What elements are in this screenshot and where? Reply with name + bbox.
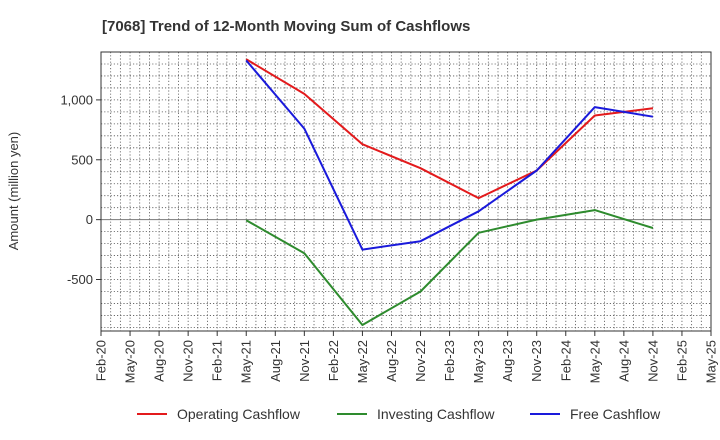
x-tick-label: Nov-20 [181, 340, 196, 382]
x-tick-label: Feb-21 [210, 340, 225, 381]
x-tick-label: May-21 [239, 340, 254, 383]
y-axis-label: Amount (million yen) [6, 132, 21, 251]
x-tick-label: Feb-25 [674, 340, 689, 381]
x-tick-label: Aug-22 [384, 340, 399, 382]
grid [101, 52, 711, 331]
series-lines [245, 58, 654, 326]
x-tick-label: Feb-20 [94, 340, 109, 381]
y-tick-label: 500 [71, 152, 93, 167]
x-tick-label: Nov-23 [529, 340, 544, 382]
x-tick-label: Aug-23 [500, 340, 515, 382]
legend: Operating Cashflow Investing Cashflow Free… [137, 406, 661, 422]
x-tick-label: Aug-21 [268, 340, 283, 382]
operating-cashflow-line [245, 58, 654, 200]
x-tick-label: Aug-24 [616, 340, 631, 382]
x-tick-label: May-22 [355, 340, 370, 383]
plot-frame [100, 51, 712, 332]
x-tick-label: Feb-22 [326, 340, 341, 381]
investing-cashflow-line [245, 209, 654, 326]
x-tick-label: Nov-24 [645, 340, 660, 382]
free-cashflow-line [245, 59, 654, 251]
x-tick-label: May-20 [123, 340, 138, 383]
legend-label-investing-cashflow: Investing Cashflow [377, 406, 495, 422]
x-tick-label: May-24 [587, 340, 602, 383]
x-tick-label: Nov-21 [297, 340, 312, 382]
x-tick-label: May-25 [704, 340, 719, 383]
y-tick-label: -500 [67, 272, 93, 287]
y-tick-label: 1,000 [60, 92, 93, 107]
x-tick-label: May-23 [471, 340, 486, 383]
x-tick-label: Aug-20 [152, 340, 167, 382]
x-tick-labels: Feb-20 May-20 Aug-20 Nov-20 Feb-21 May-21 Aug-… [94, 331, 719, 383]
chart-title: [7068] Trend of 12-Month Moving Sum of C… [102, 18, 470, 35]
x-tick-label: Nov-22 [413, 340, 428, 382]
legend-label-free-cashflow: Free Cashflow [570, 406, 661, 422]
x-tick-label: Feb-24 [558, 340, 573, 381]
x-tick-label: Feb-23 [442, 340, 457, 381]
legend-label-operating-cashflow: Operating Cashflow [177, 406, 301, 422]
y-tick-label: 0 [86, 212, 93, 227]
y-tick-labels: -500 0 500 1,000 [60, 92, 101, 287]
